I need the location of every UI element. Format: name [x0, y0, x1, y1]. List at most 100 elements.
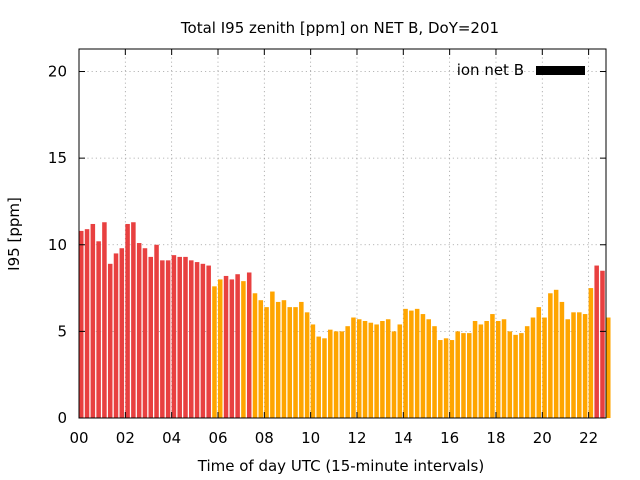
bar	[490, 314, 495, 418]
bar	[519, 333, 524, 418]
bar	[495, 320, 501, 418]
bar	[420, 314, 426, 418]
bar	[501, 319, 507, 418]
bar-series	[79, 222, 611, 418]
bar	[449, 340, 455, 418]
bar	[513, 334, 518, 418]
bar	[246, 272, 252, 418]
bar	[125, 223, 130, 418]
bar	[131, 222, 136, 418]
bar	[380, 320, 385, 418]
bar	[264, 307, 269, 418]
bar	[189, 260, 194, 418]
bar	[293, 307, 298, 418]
bar	[275, 301, 281, 418]
x-tick-label: 08	[255, 429, 274, 447]
bar	[310, 324, 316, 418]
bar	[304, 312, 310, 418]
bar	[229, 279, 235, 418]
legend-swatch	[536, 66, 585, 75]
bar	[362, 320, 368, 418]
bar	[374, 324, 379, 418]
x-tick-label: 10	[301, 429, 320, 447]
bar	[565, 319, 570, 418]
bar	[351, 317, 356, 418]
bar	[467, 333, 472, 418]
bar	[356, 319, 362, 418]
bar	[171, 255, 177, 418]
bar	[530, 317, 536, 418]
bar	[438, 340, 443, 418]
bar	[414, 308, 420, 418]
bar	[391, 331, 397, 418]
bar	[484, 320, 489, 418]
bar	[281, 300, 287, 418]
bar	[385, 319, 391, 418]
bar	[588, 288, 594, 418]
bar	[606, 317, 611, 418]
bar	[472, 320, 478, 418]
bar	[548, 293, 553, 418]
x-tick-label: 06	[208, 429, 227, 447]
bar	[154, 244, 159, 418]
bar	[443, 338, 449, 418]
x-tick-label: 02	[116, 429, 135, 447]
x-axis: 00 02 04 06 08 10 12 14 16 18 20 22	[69, 49, 598, 447]
y-tick-label: 15	[48, 149, 67, 167]
x-tick-label: 00	[69, 429, 88, 447]
x-tick-label: 04	[162, 429, 181, 447]
bar	[594, 265, 599, 418]
y-tick-label: 10	[48, 236, 67, 254]
bar	[432, 326, 437, 418]
plot-frame	[78, 48, 607, 419]
bar	[322, 338, 327, 418]
bar	[328, 329, 333, 418]
bar	[536, 307, 542, 418]
y-tick-label: 20	[48, 63, 67, 81]
bar	[217, 279, 223, 418]
bar	[542, 317, 547, 418]
bar	[559, 301, 565, 418]
bar	[270, 291, 275, 418]
bar	[339, 331, 345, 418]
bar	[79, 230, 84, 418]
legend: ion net B	[457, 61, 585, 79]
bar	[194, 262, 200, 418]
bar	[582, 314, 588, 418]
x-tick-label: 14	[394, 429, 413, 447]
x-axis-label: Time of day UTC (15-minute intervals)	[197, 457, 484, 475]
bar	[524, 326, 530, 418]
bar	[403, 308, 408, 418]
y-tick-label: 5	[57, 322, 67, 340]
bar	[287, 307, 292, 418]
bar	[177, 256, 182, 418]
bar	[200, 263, 206, 418]
bar	[345, 326, 350, 418]
bar	[183, 256, 188, 418]
bar	[507, 331, 513, 418]
bar	[461, 333, 466, 418]
y-axis-label: I95 [ppm]	[5, 197, 23, 271]
y-axis: 0 5 10 15 20	[48, 63, 606, 427]
bar	[107, 263, 113, 418]
bar	[223, 275, 229, 418]
bar	[136, 243, 142, 418]
bar	[600, 270, 605, 418]
y-tick-label: 0	[57, 409, 67, 427]
bar	[368, 322, 374, 418]
bar	[148, 256, 154, 418]
bar	[397, 324, 403, 418]
bar	[212, 286, 217, 418]
bar	[455, 331, 460, 418]
bar	[96, 241, 101, 418]
bar	[102, 222, 107, 418]
bar	[84, 229, 90, 418]
x-tick-label: 18	[486, 429, 505, 447]
bar	[142, 248, 148, 418]
bar	[165, 260, 171, 418]
chart-title: Total I95 zenith [ppm] on NET B, DoY=201	[180, 19, 499, 37]
bar	[90, 223, 96, 418]
bar	[258, 300, 264, 418]
bar	[113, 253, 119, 418]
